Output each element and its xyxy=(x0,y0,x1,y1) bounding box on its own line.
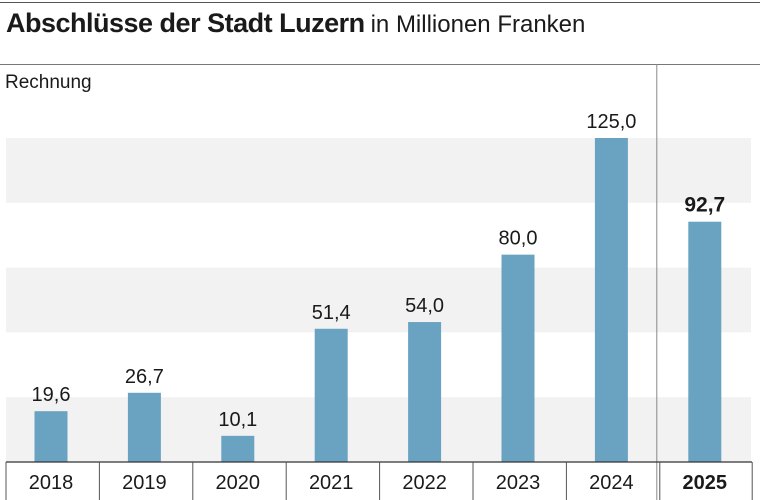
x-tick-label-2020: 2020 xyxy=(216,472,261,494)
x-tick-label-2019: 2019 xyxy=(122,472,167,494)
chart-title-block: Abschlüsse der Stadt Luzern in Millionen … xyxy=(6,8,585,39)
value-label-2020: 10,1 xyxy=(218,409,257,431)
bar-2022 xyxy=(408,322,442,462)
x-tick-label-2025: 2025 xyxy=(683,472,728,494)
grid-band xyxy=(6,138,751,203)
bar-2024 xyxy=(594,138,628,462)
top-rule xyxy=(0,2,760,3)
x-tick-label-2023: 2023 xyxy=(496,472,541,494)
y-axis-label: Rechnung xyxy=(5,72,92,93)
bar-2018 xyxy=(34,411,68,462)
bar-2023 xyxy=(501,254,535,462)
x-tick-label-2024: 2024 xyxy=(589,472,634,494)
frame-top-rule xyxy=(0,64,760,65)
grid-band xyxy=(6,397,751,462)
bar-2020 xyxy=(221,435,255,462)
value-label-2024: 125,0 xyxy=(586,111,636,133)
value-label-2019: 26,7 xyxy=(125,366,164,388)
bar-2025 xyxy=(688,221,722,462)
x-tick-label-2018: 2018 xyxy=(29,472,74,494)
x-tick-label-2022: 2022 xyxy=(402,472,447,494)
value-label-2025: 92,7 xyxy=(684,194,725,217)
value-label-2023: 80,0 xyxy=(499,228,538,250)
value-label-2021: 51,4 xyxy=(312,302,351,324)
grid-band xyxy=(6,267,751,333)
chart-subtitle: in Millionen Franken xyxy=(370,11,586,38)
bar-2021 xyxy=(314,328,348,462)
value-label-2022: 54,0 xyxy=(405,295,444,317)
bar-2019 xyxy=(127,392,161,462)
value-label-2018: 19,6 xyxy=(32,384,71,406)
chart-title: Abschlüsse der Stadt Luzern xyxy=(6,8,365,38)
x-tick-label-2021: 2021 xyxy=(309,472,354,494)
